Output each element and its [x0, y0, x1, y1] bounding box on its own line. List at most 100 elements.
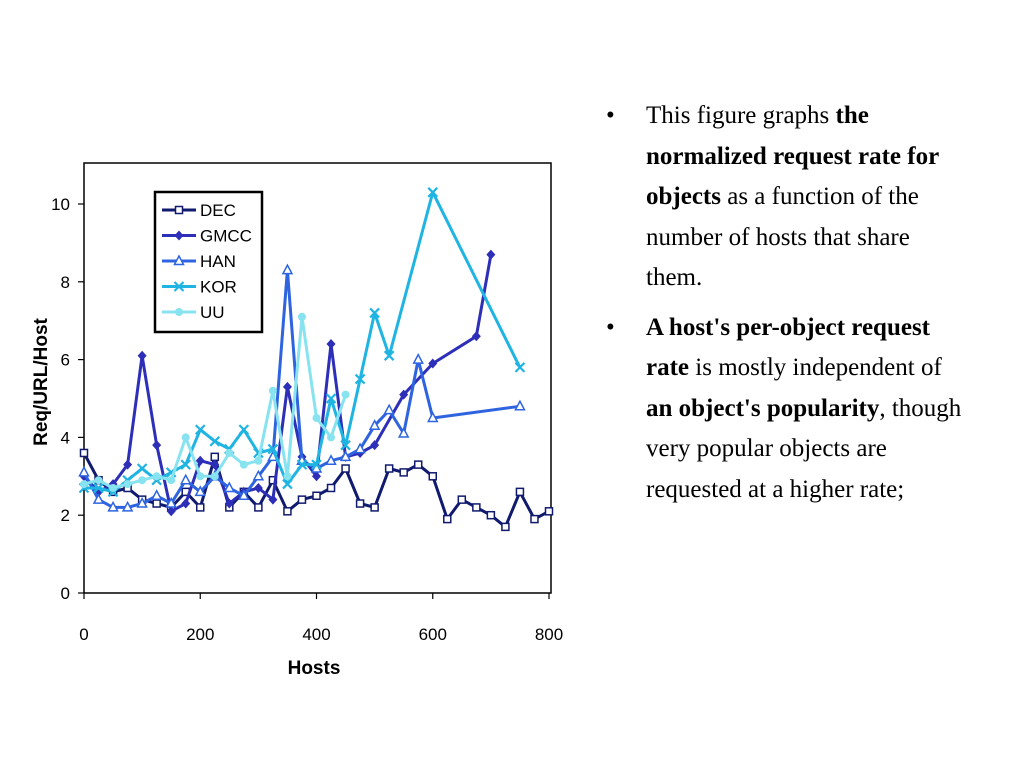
data-point-dec: [196, 503, 205, 512]
data-point-uu: [210, 472, 219, 481]
data-point-dec: [79, 448, 89, 458]
data-point-gmcc: [210, 459, 220, 470]
legend-marker: [175, 308, 183, 316]
x-axis-title: Hosts: [288, 658, 341, 679]
x-tick-label: 200: [186, 625, 214, 644]
data-point-gmcc: [399, 389, 409, 400]
legend-item-dec: DEC: [162, 201, 236, 220]
data-point-han: [514, 399, 526, 411]
series-uu: [80, 312, 350, 492]
body-text: is mostly independent of: [689, 354, 942, 381]
data-point-kor: [427, 187, 439, 198]
data-point-gmcc: [326, 339, 336, 350]
data-point-kor: [383, 350, 395, 361]
data-point-kor: [340, 439, 351, 451]
data-point-dec: [283, 507, 292, 516]
data-point-gmcc: [253, 482, 263, 493]
y-tick-label: 8: [61, 273, 70, 292]
data-point-uu: [254, 456, 263, 465]
y-tick-label: 4: [61, 428, 70, 447]
data-point-uu: [239, 460, 248, 469]
data-point-gmcc: [282, 381, 292, 392]
data-point-han: [78, 465, 90, 477]
legend-label: DEC: [200, 201, 236, 220]
data-point-han: [281, 263, 294, 275]
data-point-kor: [194, 424, 206, 435]
x-tick-label: 0: [79, 625, 88, 644]
data-point-han: [339, 450, 352, 462]
data-point-dec: [341, 464, 350, 473]
data-point-uu: [196, 472, 205, 481]
x-tick-label: 400: [302, 625, 330, 644]
data-point-kor: [296, 459, 308, 470]
data-point-dec: [254, 503, 263, 512]
legend-item-kor: KOR: [162, 278, 237, 297]
data-point-gmcc: [166, 506, 176, 517]
legend-item-uu: UU: [162, 303, 225, 322]
data-point-gmcc: [486, 249, 496, 260]
data-point-gmcc: [181, 498, 191, 509]
data-point-uu: [138, 476, 147, 485]
data-point-uu: [181, 433, 190, 442]
data-point-gmcc: [123, 459, 133, 470]
data-point-dec: [530, 514, 539, 524]
data-point-uu: [109, 483, 118, 492]
y-tick-label: 0: [61, 584, 70, 603]
data-point-kor: [93, 482, 104, 494]
data-point-dec: [210, 452, 220, 462]
y-tick-label: 6: [61, 351, 70, 370]
legend-marker: [174, 230, 184, 241]
data-point-uu: [268, 386, 277, 395]
data-point-han: [238, 489, 250, 500]
chart-series: [78, 187, 554, 532]
data-point-dec: [152, 499, 161, 508]
data-point-kor: [180, 459, 191, 470]
data-point-dec: [384, 464, 394, 473]
data-point-dec: [312, 491, 321, 500]
data-point-dec: [544, 507, 554, 516]
legend-label: HAN: [200, 252, 236, 271]
legend-item-gmcc: GMCC: [162, 227, 252, 246]
data-point-gmcc: [224, 498, 234, 509]
bold-text: an object's popularity: [646, 394, 880, 422]
chart-legend: DEC GMCC HAN KOR UU: [153, 190, 264, 334]
legend-label: UU: [200, 303, 225, 322]
data-point-han: [252, 469, 265, 481]
data-point-han: [194, 485, 206, 497]
body-text: , though very popular objects are reques…: [646, 394, 962, 503]
data-point-han: [150, 489, 163, 500]
data-point-uu: [327, 433, 336, 442]
data-point-uu: [123, 480, 132, 489]
data-point-gmcc: [428, 358, 438, 369]
data-point-kor: [267, 443, 279, 455]
data-point-gmcc: [312, 471, 321, 482]
data-point-han: [223, 481, 236, 493]
data-point-dec: [428, 472, 437, 481]
data-point-uu: [283, 472, 292, 481]
data-point-kor: [282, 478, 293, 490]
data-point-han: [397, 426, 410, 438]
data-point-uu: [297, 312, 306, 321]
data-point-han: [92, 493, 105, 504]
legend-marker: [173, 281, 185, 292]
data-point-uu: [312, 413, 321, 422]
x-tick-label: 800: [535, 625, 563, 644]
body-text: as a function of the number of hosts tha…: [646, 183, 919, 291]
chart-axes: 0 2 4 6 8 10 0 200 400 600 800: [51, 195, 563, 644]
data-point-han: [136, 496, 148, 508]
line-chart: 0 2 4 6 8 10 0 200 400 600 800 DEC GMCC HAN KOR UU Hos…: [31, 162, 563, 679]
legend-item-han: HAN: [162, 252, 236, 271]
data-point-uu: [225, 448, 234, 457]
legend-label: KOR: [200, 278, 237, 297]
data-point-gmcc: [195, 455, 205, 466]
x-tick-label: 600: [419, 625, 447, 644]
bullet-item: • A host's per-object request rate is mos…: [604, 308, 964, 511]
legend-label: GMCC: [200, 227, 252, 246]
data-point-gmcc: [370, 440, 380, 451]
data-point-han: [368, 419, 381, 430]
data-point-han: [412, 352, 424, 364]
body-text: This figure graphs: [646, 102, 836, 129]
series-kor: [78, 187, 526, 498]
data-point-uu: [167, 476, 176, 485]
data-point-han: [179, 473, 192, 485]
